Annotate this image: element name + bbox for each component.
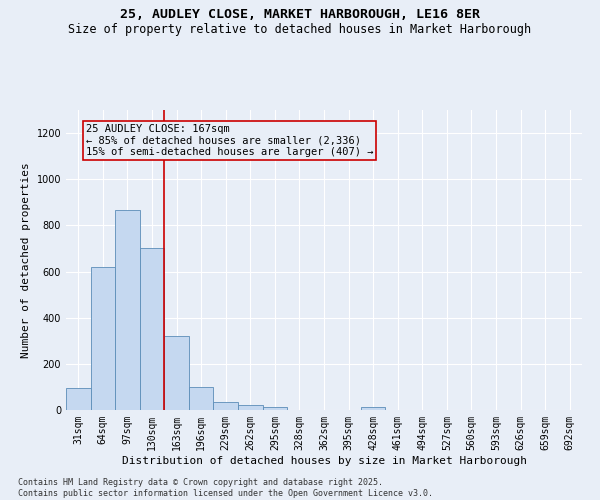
Bar — [140, 248, 164, 410]
Text: Contains HM Land Registry data © Crown copyright and database right 2025.
Contai: Contains HM Land Registry data © Crown c… — [18, 478, 433, 498]
Bar — [361, 406, 385, 410]
Bar — [263, 406, 287, 410]
Bar — [91, 267, 115, 410]
Bar — [115, 210, 140, 410]
Y-axis label: Number of detached properties: Number of detached properties — [21, 162, 31, 358]
Bar — [238, 406, 263, 410]
X-axis label: Distribution of detached houses by size in Market Harborough: Distribution of detached houses by size … — [121, 456, 527, 466]
Bar — [66, 388, 91, 410]
Text: Size of property relative to detached houses in Market Harborough: Size of property relative to detached ho… — [68, 22, 532, 36]
Bar — [189, 387, 214, 410]
Bar — [214, 402, 238, 410]
Bar — [164, 336, 189, 410]
Text: 25 AUDLEY CLOSE: 167sqm
← 85% of detached houses are smaller (2,336)
15% of semi: 25 AUDLEY CLOSE: 167sqm ← 85% of detache… — [86, 124, 373, 157]
Text: 25, AUDLEY CLOSE, MARKET HARBOROUGH, LE16 8ER: 25, AUDLEY CLOSE, MARKET HARBOROUGH, LE1… — [120, 8, 480, 20]
